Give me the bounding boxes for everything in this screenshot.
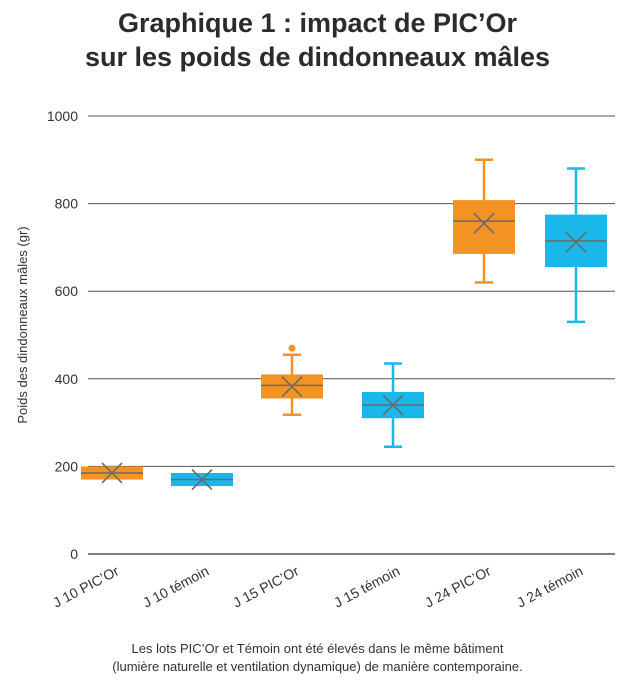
mean-marker	[101, 462, 123, 484]
chart-title: Graphique 1 : impact de PIC’Or sur les p…	[0, 6, 635, 74]
y-tick-label: 400	[55, 371, 79, 387]
caption-line-2: (lumière naturelle et ventilation dynami…	[112, 659, 523, 674]
x-tick-label: J 10 témoin	[140, 563, 211, 611]
y-tick-label: 200	[55, 458, 79, 474]
y-tick-label: 1000	[47, 108, 78, 124]
chart-caption: Les lots PIC’Or et Témoin ont été élevés…	[0, 640, 635, 676]
mean-marker	[565, 231, 587, 253]
x-tick-label: J 10 PIC’Or	[50, 562, 122, 610]
x-tick-label: J 24 PIC’Or	[422, 562, 494, 610]
y-tick-label: 0	[70, 546, 78, 562]
x-tick-label: J 15 PIC’Or	[230, 562, 302, 610]
outlier-point	[288, 344, 296, 352]
mean-marker	[473, 212, 495, 234]
x-tick-label: J 15 témoin	[331, 563, 402, 611]
chart-title-line-2: sur les poids de dindonneaux mâles	[84, 42, 551, 72]
y-tick-label: 600	[55, 283, 79, 299]
mean-marker	[281, 376, 303, 398]
chart-title-line-1: Graphique 1 : impact de PIC’Or	[117, 8, 518, 38]
y-tick-label: 800	[55, 196, 79, 212]
caption-line-1: Les lots PIC’Or et Témoin ont été élevés…	[131, 641, 504, 656]
y-axis-label: Poids des dindonneaux mâles (gr)	[15, 226, 30, 423]
mean-marker	[191, 468, 213, 491]
box-4	[453, 200, 515, 254]
x-tick-label: J 24 témoin	[514, 563, 585, 611]
mean-marker	[382, 394, 404, 416]
